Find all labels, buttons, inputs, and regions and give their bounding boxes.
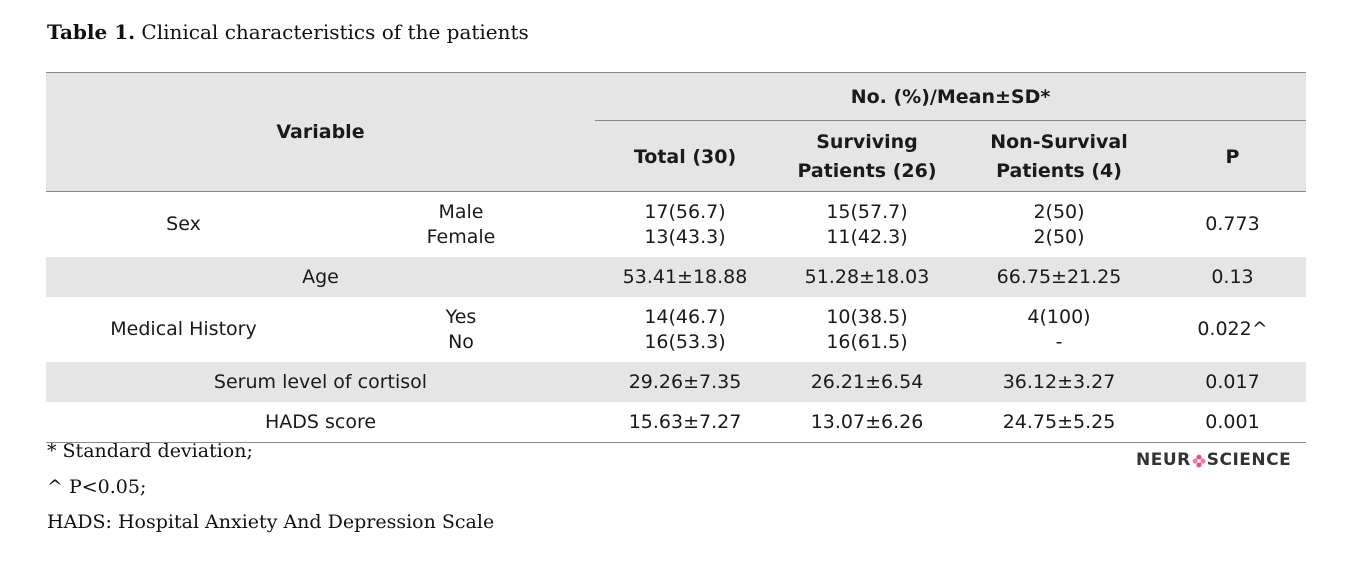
row-history-variable: Medical History: [86, 297, 281, 362]
logo-text-left: NEUR: [1136, 450, 1191, 470]
row-history-nonsurvival: 4(100) -: [959, 297, 1159, 362]
row-sex-nonsurvival-male: 2(50): [1033, 200, 1085, 223]
row-history-sub: Yes No: [376, 297, 546, 362]
row-hads-total: 15.63±7.27: [595, 402, 775, 442]
row-sex-sub: Male Female: [376, 192, 546, 257]
row-age-label: Age: [302, 265, 339, 288]
table-row-sex: Sex Male Female 17(56.7) 13(43.3) 15(57.…: [46, 192, 1306, 257]
row-cortisol-p-value: 0.017: [1205, 370, 1260, 393]
row-cortisol-label: Serum level of cortisol: [213, 370, 428, 393]
row-sex-sub-female: Female: [426, 225, 496, 248]
row-history-sub-yes: Yes: [445, 305, 477, 328]
row-sex-surviving: 15(57.7) 11(42.3): [775, 192, 959, 257]
row-cortisol-variable: Serum level of cortisol: [46, 362, 595, 402]
row-history-nonsurvival-yes: 4(100): [1027, 305, 1091, 328]
row-sex-p-value: 0.773: [1205, 213, 1260, 235]
header-nonsurvival-line2: Patients (4): [996, 160, 1122, 182]
row-sex-total: 17(56.7) 13(43.3): [595, 192, 775, 257]
header-surviving-line2: Patients (26): [797, 160, 937, 182]
row-history-surviving: 10(38.5) 16(61.5): [775, 297, 959, 362]
header-nonsurvival-line1: Non-Survival: [990, 131, 1128, 153]
row-hads-total-value: 15.63±7.27: [628, 410, 742, 433]
row-sex-total-male: 17(56.7): [644, 200, 726, 223]
row-hads-label: HADS score: [264, 410, 377, 433]
row-cortisol-total: 29.26±7.35: [595, 362, 775, 402]
row-hads-surviving: 13.07±6.26: [775, 402, 959, 442]
row-sex-p: 0.773: [1159, 192, 1306, 257]
row-sex-surviving-male: 15(57.7): [826, 200, 908, 223]
row-cortisol-surviving: 26.21±6.54: [775, 362, 959, 402]
row-history-p-value: 0.022^: [1197, 318, 1268, 340]
table-caption-label: Table 1.: [47, 20, 136, 44]
header-p: P: [1225, 146, 1240, 168]
row-sex-sub-male: Male: [438, 200, 484, 223]
row-hads-p-value: 0.001: [1205, 410, 1260, 433]
neuroscience-logo: NEUR SCIENCE: [1136, 450, 1291, 470]
row-history-total-yes: 14(46.7): [644, 305, 726, 328]
row-age-variable: Age: [46, 257, 595, 297]
row-history-total-no: 16(53.3): [644, 330, 726, 353]
row-hads-surviving-value: 13.07±6.26: [810, 410, 924, 433]
footnote-p: ^ P<0.05;: [47, 476, 147, 498]
table-row-cortisol: Serum level of cortisol 29.26±7.35 26.21…: [46, 362, 1306, 402]
row-cortisol-nonsurvival-value: 36.12±3.27: [1002, 370, 1116, 393]
header-group: No. (%)/Mean±SD*: [850, 86, 1051, 108]
row-hads-p: 0.001: [1159, 402, 1306, 442]
row-sex-total-female: 13(43.3): [644, 225, 726, 248]
header-surviving-line1: Surviving: [816, 131, 918, 153]
row-age-surviving: 51.28±18.03: [775, 257, 959, 297]
header-total: Total (30): [633, 146, 737, 168]
row-age-surviving-value: 51.28±18.03: [804, 265, 930, 288]
row-sex-nonsurvival-female: 2(50): [1033, 225, 1085, 248]
row-hads-nonsurvival-value: 24.75±5.25: [1002, 410, 1116, 433]
row-history-surviving-yes: 10(38.5): [826, 305, 908, 328]
table-row-medical-history: Medical History Yes No 14(46.7) 16(53.3)…: [46, 297, 1306, 362]
row-cortisol-p: 0.017: [1159, 362, 1306, 402]
row-age-nonsurvival-value: 66.75±21.25: [996, 265, 1122, 288]
table-bottom-rule: [46, 442, 1306, 443]
row-sex-variable: Sex: [86, 192, 281, 257]
row-hads-variable: HADS score: [46, 402, 595, 442]
row-cortisol-total-value: 29.26±7.35: [628, 370, 742, 393]
table-row-age: Age 53.41±18.88 51.28±18.03 66.75±21.25 …: [46, 257, 1306, 297]
row-history-sub-no: No: [448, 330, 474, 353]
row-history-nonsurvival-no: -: [1055, 330, 1063, 353]
table-caption-text: Clinical characteristics of the patients: [135, 20, 529, 44]
table-caption: Table 1. Clinical characteristics of the…: [47, 20, 529, 44]
row-history-label: Medical History: [110, 318, 257, 340]
logo-text-right: SCIENCE: [1206, 450, 1292, 470]
table-row-hads: HADS score 15.63±7.27 13.07±6.26 24.75±5…: [46, 402, 1306, 442]
row-history-total: 14(46.7) 16(53.3): [595, 297, 775, 362]
row-age-p-value: 0.13: [1211, 265, 1254, 288]
row-sex-nonsurvival: 2(50) 2(50): [959, 192, 1159, 257]
row-history-p: 0.022^: [1159, 297, 1306, 362]
table-header: Variable No. (%)/Mean±SD* Total (30) Sur…: [46, 72, 1306, 192]
header-nonsurvival: Non-Survival Patients (4): [959, 128, 1159, 186]
row-age-total-value: 53.41±18.88: [622, 265, 748, 288]
footnote-hads: HADS: Hospital Anxiety And Depression Sc…: [47, 511, 495, 533]
header-surviving: Surviving Patients (26): [775, 128, 959, 186]
row-age-nonsurvival: 66.75±21.25: [959, 257, 1159, 297]
row-age-total: 53.41±18.88: [595, 257, 775, 297]
row-history-surviving-no: 16(61.5): [826, 330, 908, 353]
row-cortisol-nonsurvival: 36.12±3.27: [959, 362, 1159, 402]
row-sex-surviving-female: 11(42.3): [826, 225, 908, 248]
flower-icon: [1192, 453, 1206, 468]
row-hads-nonsurvival: 24.75±5.25: [959, 402, 1159, 442]
clinical-characteristics-table: Variable No. (%)/Mean±SD* Total (30) Sur…: [46, 72, 1306, 443]
footnote-sd: * Standard deviation;: [47, 440, 253, 462]
row-cortisol-surviving-value: 26.21±6.54: [810, 370, 924, 393]
row-sex-label: Sex: [166, 213, 201, 235]
header-variable: Variable: [276, 121, 365, 143]
header-divider: [595, 120, 1306, 121]
row-age-p: 0.13: [1159, 257, 1306, 297]
